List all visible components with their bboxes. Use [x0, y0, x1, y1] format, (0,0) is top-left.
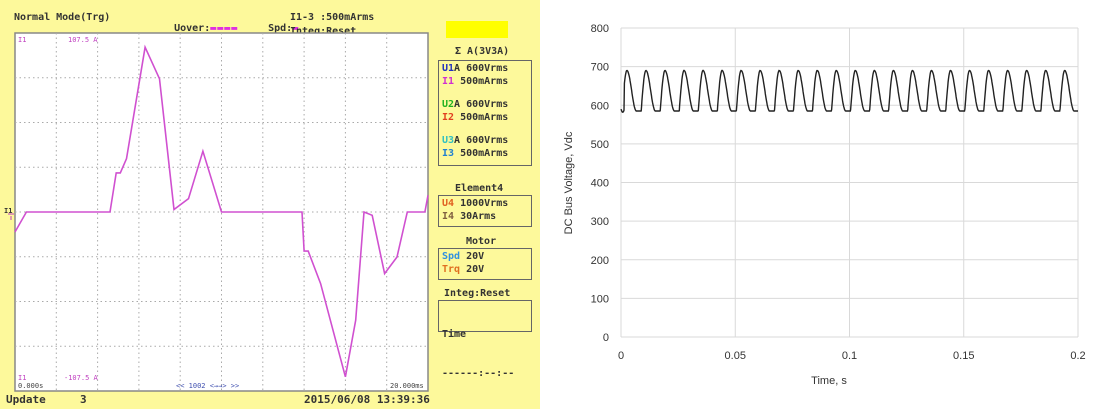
panel-row-spd: Spd 20V [442, 250, 484, 263]
current-trace [14, 44, 429, 378]
mode-label: Normal Mode(Trg) [14, 12, 111, 23]
zero-marker: I1 [4, 207, 12, 215]
dc-bus-plot: 0 100 200 300 400 500 600 700 800 0 0.05 0.1 0.15 0.… [563, 23, 1086, 387]
x-axis-title: Time, s [811, 375, 847, 387]
element-title: Element4 [455, 183, 504, 194]
svg-text:500: 500 [591, 139, 609, 151]
datetime: 2015/06/08 13:39:36 [304, 393, 430, 406]
time-label: Time [442, 329, 467, 340]
panel-row-u2: U2A 600Vrms [442, 98, 508, 111]
channel-name: I3 [442, 148, 455, 159]
channel-name: U4 [442, 198, 455, 209]
integ-time: Time ------:--:-- [442, 302, 514, 406]
update-count: 3 [80, 393, 87, 406]
channel-range: 30Arms [454, 211, 497, 222]
svg-text:0: 0 [603, 332, 609, 344]
motor-group: Spd 20V Trq 20V [438, 248, 532, 280]
svg-text:0.15: 0.15 [953, 350, 974, 362]
panel-row-u4: U4 1000Vrms [442, 197, 508, 210]
channel-range: A 600Vrms [454, 63, 509, 74]
element-group: U4 1000Vrms I4 30Arms [438, 195, 532, 227]
dc-bus-voltage-chart: 0 100 200 300 400 500 600 700 800 0 0.05 0.1 0.15 0.… [550, 0, 1094, 409]
channel-label-bottom: I1 [18, 374, 26, 382]
channel-range: 1000Vrms [454, 198, 509, 209]
motor-rows: Spd 20V Trq 20V [442, 250, 484, 276]
panel-row-i4: I4 30Arms [442, 210, 508, 223]
channel-name: I2 [442, 112, 455, 123]
sigma-group: U1A 600Vrms I1 500mArms U2A 600Vrms I2 500m… [438, 60, 532, 166]
zero-marker-icon [8, 213, 14, 220]
svg-text:100: 100 [591, 293, 609, 305]
channel-name: U2 [442, 99, 455, 110]
spd-label: Spd: [268, 23, 293, 34]
time-start-label: 0.000s [18, 382, 43, 390]
spd-indicator: Spd:▬ [244, 12, 298, 45]
panel-row-u3: U3A 600Vrms [442, 134, 508, 147]
spd-dot: ▬ [292, 23, 299, 34]
uover-dots: ▬▬▬▬ [210, 23, 239, 34]
time-end-label: 20.000ms [390, 382, 424, 390]
channel-range: 500mArms [454, 112, 509, 123]
uover-indicator: Uover:▬▬▬▬ [150, 12, 238, 45]
panel-row-i1: I1 500mArms [442, 75, 508, 88]
x-tick-labels: 0 0.05 0.1 0.15 0.2 [618, 350, 1086, 362]
panel-row-trq: Trq 20V [442, 263, 484, 276]
channel-name: U1 [442, 63, 455, 74]
update-label: Update [6, 393, 46, 406]
integ-title: Integ:Reset [444, 288, 511, 299]
voltage-trace [620, 69, 1078, 113]
svg-text:0: 0 [618, 350, 624, 362]
dc-grid [620, 27, 1079, 338]
oscilloscope-plot: I1 107.5 A I1 -107.5 A 0.000s 20.000ms <… [4, 32, 429, 392]
svg-text:0.05: 0.05 [725, 350, 746, 362]
channel-range: A 600Vrms [454, 135, 509, 146]
top-scale-label: 107.5 A [68, 36, 98, 44]
channel-range: 500mArms [454, 76, 509, 87]
channel-name: I1 [442, 76, 455, 87]
integ-status: Integ:Reset [290, 26, 357, 37]
time-value: ------:--:-- [442, 368, 515, 379]
svg-text:0.1: 0.1 [842, 350, 857, 362]
panel-row-u1: U1A 600Vrms [442, 62, 508, 75]
power-analyzer-screen: Normal Mode(Trg) Uover:▬▬▬▬ Iover:▬▬▬▬ S… [0, 0, 540, 409]
svg-text:200: 200 [591, 255, 609, 267]
channel-name: Trq [442, 264, 461, 275]
channel-name: U3 [442, 135, 455, 146]
channel-name: Spd [442, 251, 461, 262]
bottom-scale-label: -107.5 A [64, 374, 99, 382]
svg-text:0.2: 0.2 [1070, 350, 1085, 362]
channel-name: I4 [442, 211, 455, 222]
svg-text:800: 800 [591, 23, 609, 35]
sigma-rows: U1A 600Vrms I1 500mArms U2A 600Vrms I2 500m… [442, 62, 508, 160]
zoom-label: << 1002 <→→> >> [176, 382, 239, 390]
element-rows: U4 1000Vrms I4 30Arms [442, 197, 508, 223]
channel-label-top: I1 [18, 36, 26, 44]
sigma-title: Σ A(3V3A) [455, 46, 510, 57]
panel-row-i2: I2 500mArms [442, 111, 508, 124]
svg-text:600: 600 [591, 100, 609, 112]
svg-text:400: 400 [591, 178, 609, 190]
y-tick-labels: 0 100 200 300 400 500 600 700 800 [591, 23, 609, 344]
channel-range: 20V [460, 264, 485, 275]
channel-range: 500mArms [454, 148, 509, 159]
status-indicator-box [446, 21, 508, 38]
panel-row-i3: I3 500mArms [442, 147, 508, 160]
y-axis-title: DC Bus Voltage, Vdc [563, 131, 575, 234]
integ-group: Time ------:--:-- [438, 300, 532, 379]
uover-label: Uover: [174, 23, 211, 34]
channel-range: A 600Vrms [454, 99, 509, 110]
channel-range: 20V [460, 251, 485, 262]
svg-text:300: 300 [591, 216, 609, 228]
svg-text:700: 700 [591, 62, 609, 74]
range-label: I1-3 :500mArms [290, 12, 375, 23]
motor-title: Motor [466, 236, 497, 247]
